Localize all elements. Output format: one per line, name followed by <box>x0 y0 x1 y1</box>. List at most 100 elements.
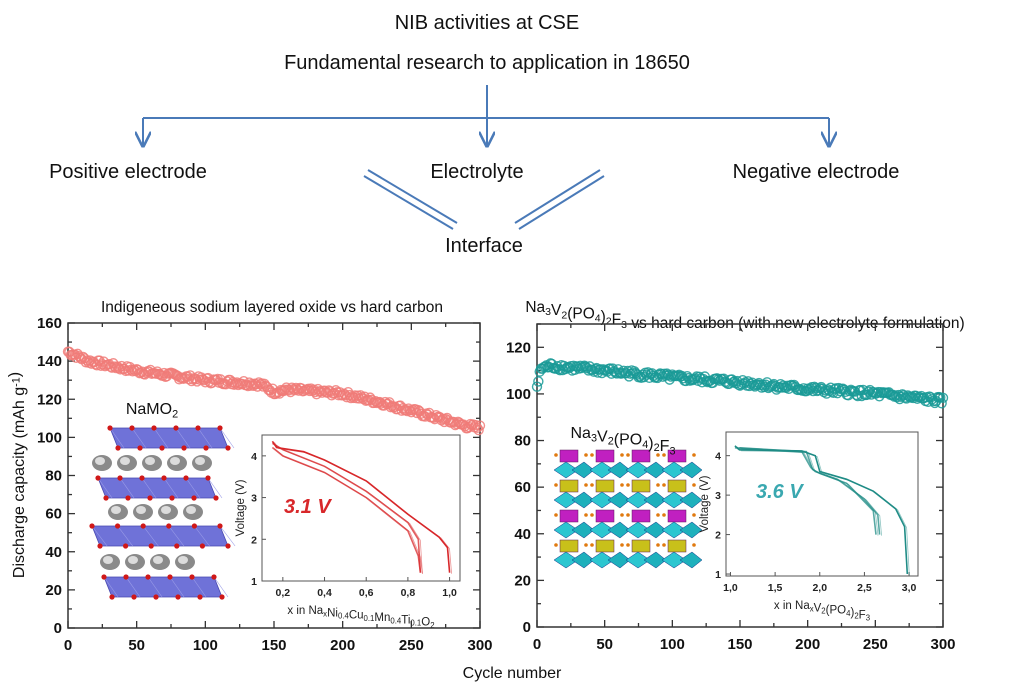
y-tick-label: 80 <box>514 433 531 450</box>
branch-electrolyte: Electrolyte <box>430 161 523 183</box>
data-point <box>744 380 755 392</box>
voltage-annotation: 3.6 V <box>756 481 804 503</box>
x-tick-label: 200 <box>795 636 820 653</box>
x-tick-label: 0 <box>533 636 541 653</box>
voltage-curve <box>274 448 423 574</box>
inset-y-tick-label: 2 <box>251 534 257 546</box>
structure-label-left: NaMO2 <box>126 401 178 420</box>
y-tick-label: 160 <box>37 315 62 332</box>
y-tick-label: 20 <box>514 572 531 589</box>
nvpf-crystal-structure-image <box>553 449 703 569</box>
inset-x-tick-label: 1,0 <box>723 582 738 594</box>
diagram-title: NIB activities at CSE <box>395 12 580 34</box>
x-tick-label: 100 <box>660 636 685 653</box>
voltage-curve <box>736 446 910 576</box>
inset-x-label: x in NaxNi0.4Cu0.1Mn0.4Ti0.1O2 <box>287 605 434 630</box>
data-point <box>531 381 543 392</box>
inset-x-tick-label: 0,6 <box>359 587 374 599</box>
y-tick-label: 60 <box>514 479 531 496</box>
x-tick-label: 150 <box>727 636 752 653</box>
y-tick-label: 100 <box>37 429 62 446</box>
data-point <box>73 350 85 362</box>
diagram-subtitle: Fundamental research to application in 1… <box>284 52 690 74</box>
chart-right-title: Na3V2(PO4)2F3 vs hard carbon (with new e… <box>525 299 964 332</box>
y-tick-label: 100 <box>506 386 531 403</box>
x-tick-label: 50 <box>128 637 145 654</box>
y-tick-label: 80 <box>45 468 62 485</box>
inset-frame <box>261 434 461 582</box>
inset-y-tick-label: 3 <box>715 490 721 502</box>
voltage-curve <box>274 442 452 574</box>
inset-y-label: Voltage (V) <box>699 475 711 532</box>
data-point <box>255 379 266 390</box>
branch-negative: Negative electrode <box>733 161 900 183</box>
x-tick-label: 300 <box>467 637 492 654</box>
inset-y-tick-label: 1 <box>715 569 721 581</box>
y-tick-label: 140 <box>37 353 62 370</box>
voltage-curve <box>274 443 423 574</box>
x-tick-label: 300 <box>930 636 955 653</box>
y-axis-label: Discharge capacity (mAh g-1) <box>7 372 28 578</box>
data-point <box>473 424 484 436</box>
data-point <box>228 379 240 390</box>
y-tick-label: 20 <box>45 582 62 599</box>
x-tick-label: 100 <box>193 637 218 654</box>
inset-x-tick-label: 2,0 <box>812 582 827 594</box>
inset-x-tick-label: 2,5 <box>857 582 872 594</box>
x-tick-label: 250 <box>863 636 888 653</box>
y-tick-label: 40 <box>514 526 531 543</box>
y-tick-label: 120 <box>37 391 62 408</box>
inset-x-tick-label: 1,5 <box>768 582 783 594</box>
inset-x-tick-label: 0,4 <box>317 587 332 599</box>
y-tick-label: 40 <box>45 544 62 561</box>
x-tick-label: 200 <box>330 637 355 654</box>
inset-x-tick-label: 1,0 <box>442 587 457 599</box>
data-point <box>197 374 208 385</box>
inset-x-label: x in NaxV2(PO4)2F3 <box>774 600 870 623</box>
x-axis-label: Cycle number <box>463 665 562 682</box>
x-tick-label: 250 <box>399 637 424 654</box>
data-point <box>472 422 483 433</box>
inset-y-tick-label: 4 <box>251 451 257 463</box>
inset-voltage-chart: 0,2 0,4 0,6 0,8 1,0 1 2 3 4 x in NaxNi0.4Cu0.1Mn0… <box>235 434 461 630</box>
data-point <box>898 390 909 401</box>
branch-positive: Positive electrode <box>49 161 207 183</box>
chart-right: 0 50 100 150 200 250 300 0 20 40 60 80 100 120 <box>506 323 956 653</box>
inset-y-tick-label: 2 <box>715 530 721 542</box>
y-tick-label: 0 <box>523 619 531 636</box>
voltage-curve <box>741 448 879 536</box>
data-point <box>642 367 654 378</box>
namo2-crystal-structure-image <box>89 425 236 600</box>
y-tick-label: 0 <box>54 620 62 637</box>
inset-x-tick-label: 0,8 <box>401 587 416 599</box>
inset-y-label: Voltage (V) <box>235 479 247 536</box>
data-point <box>618 365 629 376</box>
inset-x-tick-label: 3,0 <box>902 582 917 594</box>
inset-y-tick-label: 4 <box>715 451 721 463</box>
structure-label-right: Na3V2(PO4)2F3 <box>571 425 676 457</box>
data-point <box>474 420 486 431</box>
inset-y-tick-label: 3 <box>251 493 257 505</box>
data-point <box>533 376 544 387</box>
chart-left-title: Indigeneous sodium layered oxide vs hard… <box>101 299 443 316</box>
data-point <box>937 392 949 404</box>
data-point <box>807 385 819 397</box>
x-tick-label: 150 <box>261 637 286 654</box>
data-point <box>936 398 947 409</box>
voltage-annotation: 3.1 V <box>284 496 332 518</box>
data-point <box>902 390 914 401</box>
flow-diagram: NIB activities at CSE Fundamental resear… <box>49 12 899 257</box>
data-point <box>250 379 262 390</box>
y-tick-label: 120 <box>506 339 531 356</box>
y-tick-label: 60 <box>45 506 62 523</box>
data-point <box>765 380 777 392</box>
inset-x-tick-label: 0,2 <box>276 587 291 599</box>
x-tick-label: 50 <box>596 636 613 653</box>
x-tick-label: 0 <box>64 637 72 654</box>
double-line-left <box>363 169 458 230</box>
interface-label: Interface <box>445 235 523 257</box>
inset-voltage-chart: 1,0 1,5 2,0 2,5 3,0 1 2 3 4 x in NaxV2(PO4)2F3 Vol… <box>699 431 919 623</box>
inset-frame <box>725 431 919 577</box>
inset-y-tick-label: 1 <box>251 576 257 588</box>
